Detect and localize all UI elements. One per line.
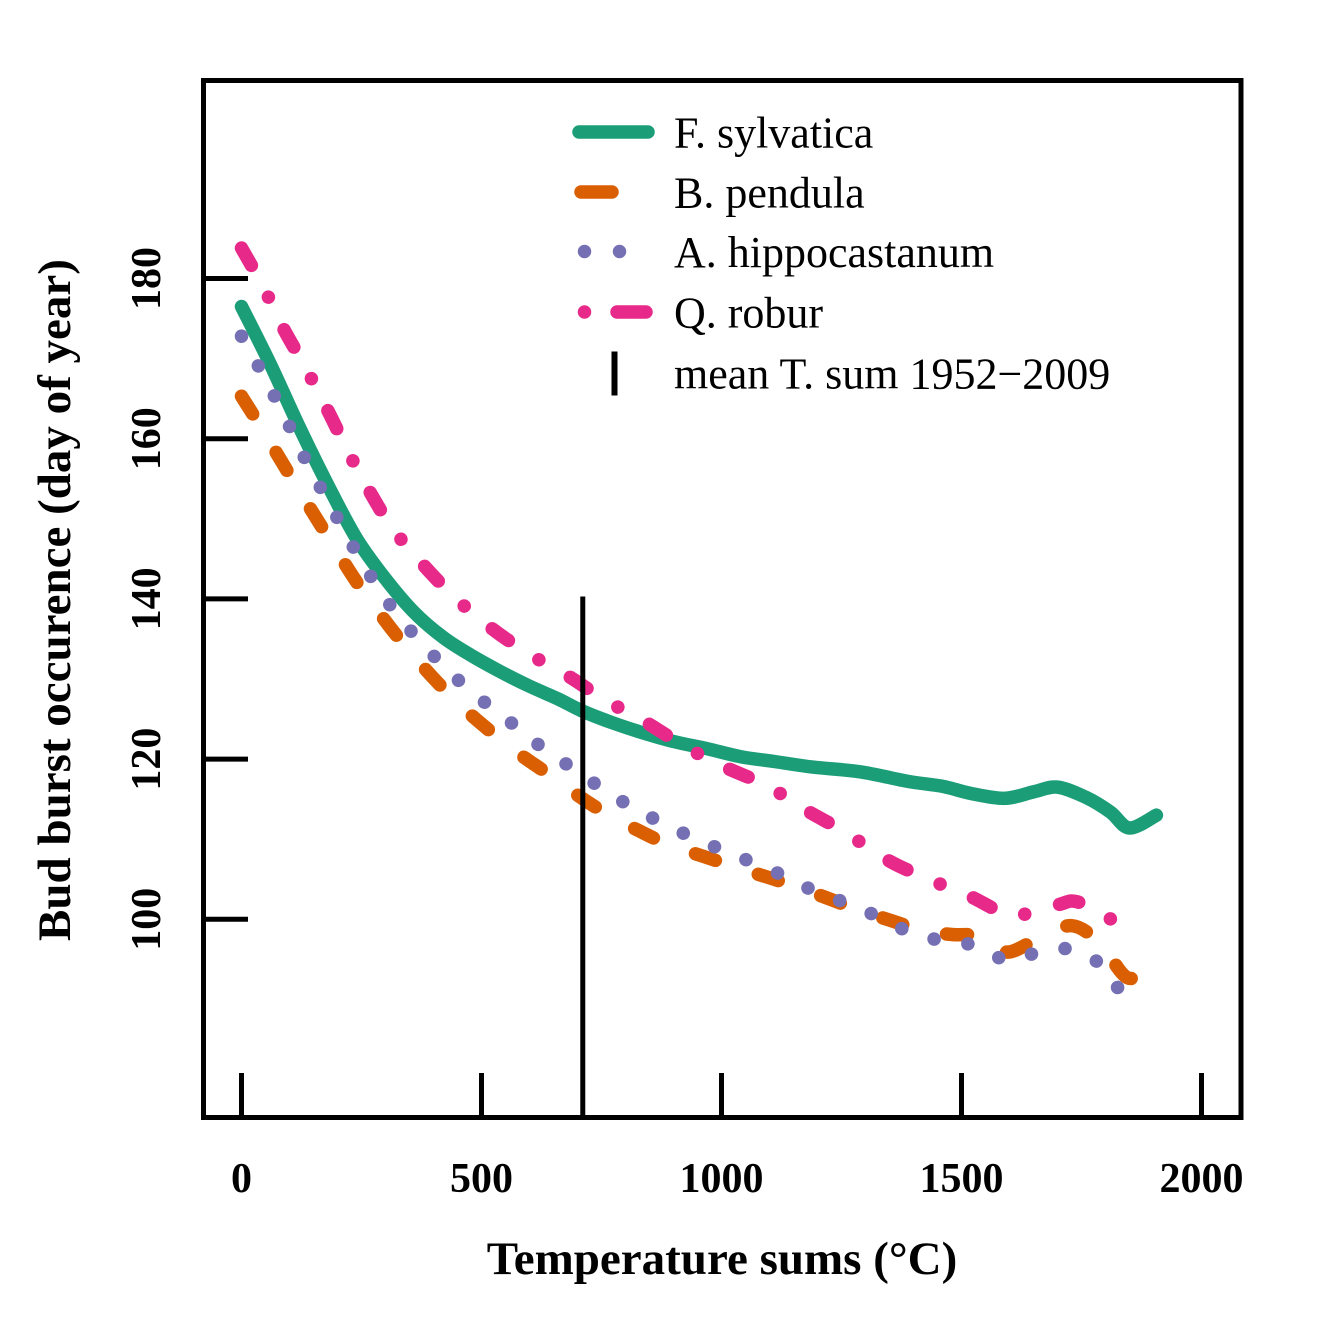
series-q-robur bbox=[234, 241, 1132, 951]
x-tick-label-0: 0 bbox=[231, 1156, 252, 1202]
legend: F. sylvatica B. pendula A. hippocastanum… bbox=[572, 109, 1110, 399]
plot-frame bbox=[201, 78, 1244, 1120]
y-tick-label-160: 160 bbox=[124, 407, 170, 470]
series-b-pendula bbox=[234, 389, 1161, 986]
legend-label-q-robur: Q. robur bbox=[674, 289, 823, 338]
y-tick-label-140: 140 bbox=[124, 567, 170, 630]
y-axis-ticks bbox=[206, 276, 248, 922]
legend-label-a-hippocastanum: A. hippocastanum bbox=[674, 228, 994, 277]
y-axis-title: Bud burst occurence (day of year) bbox=[29, 259, 81, 941]
x-axis-title: Temperature sums (°C) bbox=[487, 1233, 957, 1285]
series-a-hippocastanum bbox=[234, 329, 1152, 1004]
y-tick-label-100: 100 bbox=[124, 888, 170, 951]
legend-label-mean-t-sum: mean T. sum 1952−2009 bbox=[674, 350, 1110, 399]
data-series bbox=[234, 241, 1164, 1004]
legend-samples bbox=[572, 125, 655, 396]
series-f-sylvatica bbox=[234, 299, 1164, 835]
y-axis-tick-labels: 100 120 140 160 180 bbox=[124, 247, 170, 951]
x-axis-ticks bbox=[239, 1073, 1204, 1115]
x-axis-tick-labels: 0 500 1000 1500 2000 bbox=[231, 1156, 1244, 1202]
y-tick-label-120: 120 bbox=[124, 728, 170, 791]
x-tick-label-2000: 2000 bbox=[1160, 1156, 1244, 1202]
y-tick-label-180: 180 bbox=[124, 247, 170, 310]
x-tick-label-500: 500 bbox=[450, 1156, 513, 1202]
x-tick-label-1000: 1000 bbox=[680, 1156, 764, 1202]
x-tick-label-1500: 1500 bbox=[920, 1156, 1004, 1202]
legend-label-f-sylvatica: F. sylvatica bbox=[674, 109, 873, 158]
legend-label-b-pendula: B. pendula bbox=[674, 169, 865, 218]
